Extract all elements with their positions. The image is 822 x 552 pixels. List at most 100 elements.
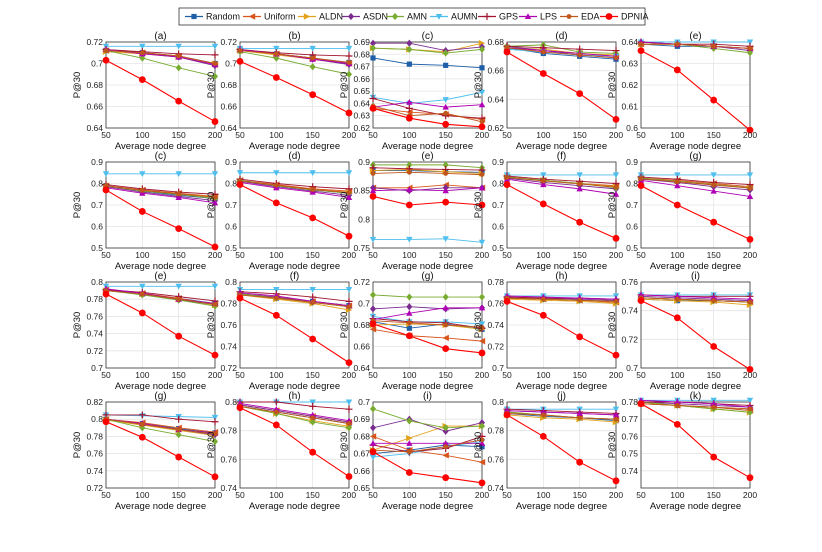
series-line xyxy=(373,164,483,169)
series-lps xyxy=(369,99,486,110)
data-point xyxy=(273,409,279,415)
data-point xyxy=(370,171,376,176)
data-point xyxy=(309,91,317,99)
legend-label: ASDN xyxy=(363,12,388,22)
data-point xyxy=(478,201,486,209)
y-tick-label: 0.66 xyxy=(220,102,237,112)
axes-box xyxy=(640,281,751,369)
x-axis-label: Average node degree xyxy=(516,261,607,272)
data-point xyxy=(479,119,485,125)
axes-box xyxy=(506,401,617,489)
y-tick-label: 0.75 xyxy=(353,243,370,253)
panel-title: (j) xyxy=(557,391,566,402)
data-point xyxy=(478,459,486,466)
series-amn xyxy=(370,405,485,432)
y-tick-label: 0.64 xyxy=(86,123,103,133)
panel-title: (c) xyxy=(155,151,167,162)
x-axis-label: Average node degree xyxy=(249,141,340,152)
series-line xyxy=(640,179,751,197)
data-point xyxy=(673,66,681,74)
data-point xyxy=(346,304,352,310)
x-tick-label: 50 xyxy=(502,250,512,260)
series-line xyxy=(106,414,216,423)
series-line xyxy=(239,178,350,190)
y-tick-label: 0.72 xyxy=(220,37,237,47)
series-aumn xyxy=(637,172,754,179)
data-point xyxy=(310,415,316,421)
data-point xyxy=(369,95,377,103)
data-point xyxy=(613,298,619,304)
x-tick-label: 100 xyxy=(269,490,283,500)
data-point xyxy=(442,187,449,194)
y-axis-label: P@30 xyxy=(206,432,217,459)
data-point xyxy=(503,181,511,188)
series-line xyxy=(506,297,617,302)
data-point xyxy=(310,300,316,305)
y-tick-label: 0.67 xyxy=(353,62,370,72)
data-point xyxy=(369,433,377,440)
data-point xyxy=(478,321,486,328)
x-tick-label: 150 xyxy=(573,250,587,260)
data-point xyxy=(272,74,280,81)
series-line xyxy=(372,47,483,54)
series-aldn xyxy=(369,422,486,454)
data-point xyxy=(272,311,280,319)
data-point xyxy=(345,286,353,293)
data-point xyxy=(479,65,485,71)
data-point xyxy=(442,424,449,432)
data-point xyxy=(310,187,316,192)
x-tick-label: 150 xyxy=(573,490,587,500)
data-point xyxy=(479,172,485,178)
series-line xyxy=(640,294,751,300)
data-point xyxy=(237,48,243,53)
data-point xyxy=(673,420,681,428)
series-dpnia xyxy=(236,294,353,367)
data-point xyxy=(637,400,645,408)
data-point xyxy=(442,198,450,206)
y-tick-label: 0.78 xyxy=(487,426,504,436)
y-tick-label: 0.78 xyxy=(86,431,103,441)
data-point xyxy=(370,39,376,47)
y-tick-label: 0.7 xyxy=(492,200,504,210)
y-tick-label: 0.7 xyxy=(358,299,370,309)
data-point xyxy=(211,199,219,206)
series-line xyxy=(105,419,216,436)
series-line xyxy=(372,307,482,321)
data-point xyxy=(175,453,183,461)
grid xyxy=(640,401,751,488)
x-axis-label: Average node degree xyxy=(516,381,607,392)
x-tick-label: 100 xyxy=(670,130,684,140)
data-point xyxy=(746,39,754,46)
data-point xyxy=(479,45,485,53)
legend-item-aldn: ALDN xyxy=(298,12,343,22)
x-tick-label: 200 xyxy=(475,370,489,380)
x-tick-label: 50 xyxy=(101,250,111,260)
data-point xyxy=(211,243,219,251)
data-point xyxy=(370,55,376,61)
y-tick-label: 0.8 xyxy=(358,214,370,224)
series-aldn xyxy=(637,296,754,309)
x-tick-label: 200 xyxy=(342,490,356,500)
series-line xyxy=(372,444,483,455)
series-eda xyxy=(504,45,619,61)
x-tick-label: 100 xyxy=(670,370,684,380)
y-tick-label: 0.8 xyxy=(91,414,103,424)
panel-title: (d) xyxy=(288,151,300,162)
y-tick-label: 0.7 xyxy=(492,363,504,373)
y-tick-label: 0.74 xyxy=(621,466,638,476)
x-axis-label: Average node degree xyxy=(249,381,340,392)
axes-box xyxy=(239,161,350,249)
data-point xyxy=(406,449,412,455)
panel-title: (i) xyxy=(423,391,432,402)
series-line xyxy=(640,298,751,306)
data-point xyxy=(103,48,109,53)
y-axis-label: P@30 xyxy=(607,192,618,219)
series-dpnia xyxy=(236,181,353,240)
series-line xyxy=(506,45,617,52)
y-tick-label: 0.8 xyxy=(91,277,103,287)
series-line xyxy=(240,401,350,410)
data-point xyxy=(211,414,219,421)
data-point xyxy=(345,359,353,367)
x-tick-label: 50 xyxy=(101,130,111,140)
